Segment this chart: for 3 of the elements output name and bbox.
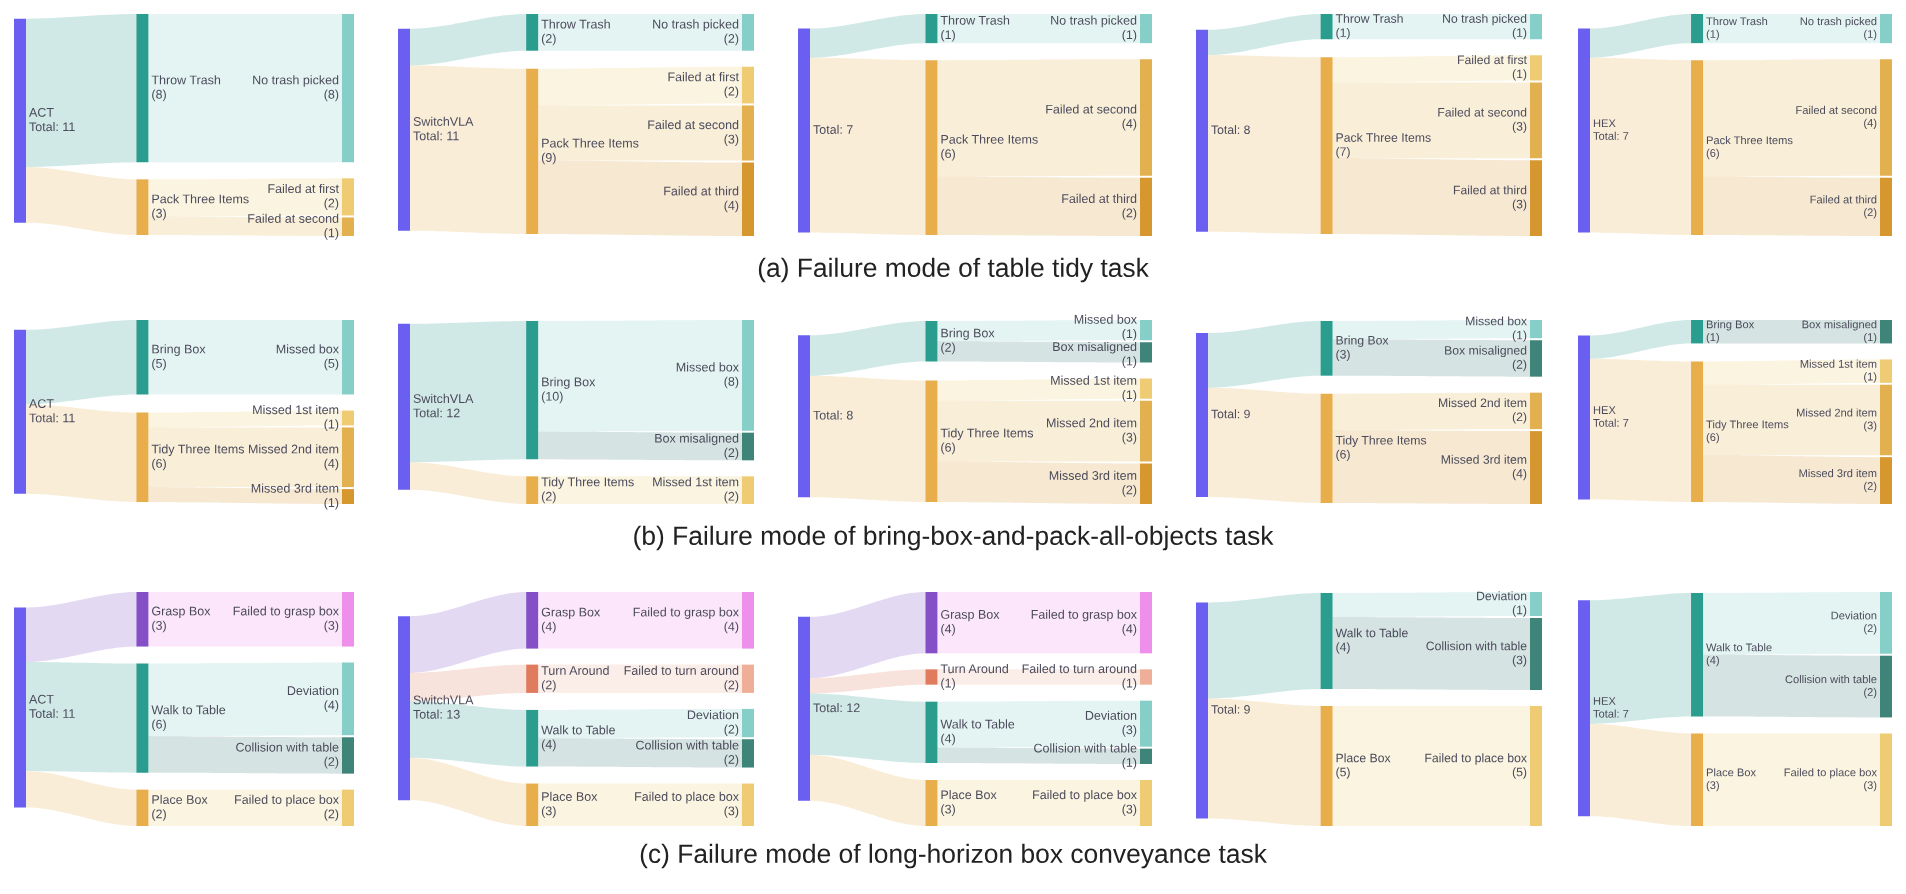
- text: (b) Failure mode of bring-box-and-pack-all-objects task: [634, 525, 1274, 551]
- text: (a) Failure mode of table tidy task: [758, 257, 1149, 283]
- text: (c) Failure mode of long-horizon box conveyance task: [640, 843, 1267, 869]
